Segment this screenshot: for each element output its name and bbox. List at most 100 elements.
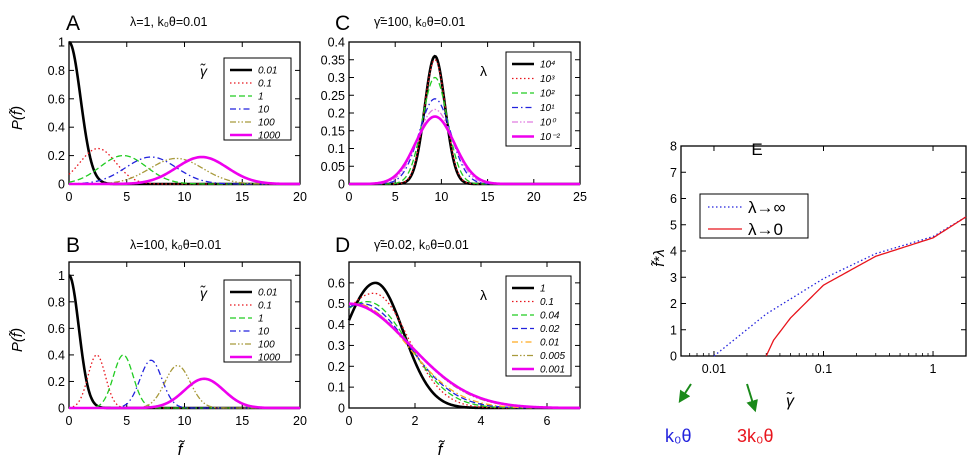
y-tick-label: 8 [670,140,677,154]
y-tick-label: 0.25 [321,89,345,103]
legend-label: 0.005 [540,351,565,362]
y-tick-label: 5 [670,218,677,232]
legend-label: λ→0 [748,220,783,239]
legend-label: 1000 [258,353,281,364]
y-tick-label: 2 [670,297,677,311]
x-tick-label: 0 [346,190,353,204]
x-tick-label: 1 [930,362,937,376]
panel-b-legend-box [223,279,292,363]
panel-c-legend-title: λ [480,63,487,79]
panel-a-legend-title: γ̃ [200,63,208,79]
panel-a-ylabel: P(f̃) [9,106,26,130]
x-tick-label: 0 [66,414,73,428]
y-tick-label: 6 [670,192,677,206]
panel-e-xlabel: γ̃ [786,390,795,410]
panel-a-legend-box [223,57,292,141]
y-tick-label: 3 [670,271,677,285]
legend-label: 0.1 [540,297,554,308]
y-tick-label: 0.6 [48,92,65,106]
legend-label: 1000 [258,131,281,142]
y-tick-label: 7 [670,166,677,180]
y-tick-label: 0.4 [48,121,65,135]
x-tick-label: 0.1 [815,362,832,376]
x-tick-label: 15 [235,190,249,204]
x-tick-label: 5 [123,414,130,428]
y-tick-label: 0.8 [48,295,65,309]
panel-c-title: γ̃=100, k₀θ=0.01 [374,15,465,29]
panel-d-legend-box [505,275,572,377]
panel-e-ylabel: f̃*λ [651,249,668,266]
legend-label: 10¹ [540,103,555,114]
panel-b-xlabel: f̃ [178,439,186,459]
series-line-2 [349,76,580,185]
y-tick-label: 0.15 [321,124,345,138]
panel-b: B λ=100, k₀θ=0.01 P(f̃) f̃ 0 5 10 15 2000.20… [9,234,307,459]
y-tick-label: 0.2 [48,375,65,389]
x-tick-label: 0 [66,190,73,204]
legend-label: 0.04 [540,311,560,322]
y-tick-label: 0.4 [48,348,65,362]
panel-e: E f̃*λ γ̃ 0.01 0.1 1 0 1 2 3 4 5 6 7 8 λ→∞ λ→0 k₀θ 3… [651,140,967,446]
y-tick-label: 0.4 [328,36,345,50]
panel-c: C γ̃=100, k₀θ=0.01 0 5 10 15 20 25 0 0.05 0.1 0.1… [321,12,587,204]
legend-label: 1 [540,284,546,295]
series-line-4 [349,108,580,185]
x-tick-label: 2 [412,414,419,428]
panel-b-legend-title: γ̃ [200,285,208,301]
legend-label: 10 [258,327,270,338]
panel-b-label: B [66,234,80,257]
series-line-5 [349,115,580,186]
series-line-2 [68,154,300,185]
panel-a-plot: 0 5 10 15 20 0 0.2 0.4 0.6 0.8 1 [48,36,307,205]
y-tick-label: 0.2 [48,149,65,163]
panel-a-title: λ=1, k₀θ=0.01 [130,15,208,29]
legend-label: 100 [258,340,275,351]
legend-label: 10³ [540,74,555,85]
y-tick-label: 0 [670,350,677,364]
panel-d-legend-title: λ [480,287,487,303]
panel-a-label: A [66,12,80,35]
panel-b-plot: 0 5 10 15 20 0 0.2 0.4 0.6 0.8 1 [48,261,307,428]
legend-label: 0.02 [540,324,560,335]
legend-label: 0.1 [258,79,272,90]
panel-a-legend: γ̃ 0.01 0.1 1 10 100 1000 [200,57,292,142]
panel-e-label: E [751,140,762,159]
x-tick-label: 10 [434,190,448,204]
x-tick-label: 0 [346,414,353,428]
annotation-arrow-3k0theta [746,383,758,413]
x-tick-label: 10 [178,414,192,428]
series-line-1 [765,216,967,357]
panel-a: A λ=1, k₀θ=0.01 P(f̃) 0 5 10 15 20 0 0.2 0.4 0.6… [9,12,307,204]
series-line-5 [69,377,300,410]
panel-b-legend: γ̃ 0.01 0.1 1 10 100 1000 [200,279,292,364]
legend-label: 0.01 [258,288,277,299]
x-tick-label: 15 [235,414,249,428]
x-tick-label: 15 [481,190,495,204]
panel-e-annotations: k₀θ 3k₀θ [665,383,774,446]
panel-b-ylabel: P(f̃) [9,328,26,352]
y-tick-label: 4 [670,245,677,259]
y-tick-label: 0 [338,402,345,416]
x-tick-label: 6 [544,414,551,428]
legend-label: 10⁻² [540,132,560,143]
y-tick-label: 0.4 [328,318,345,332]
y-tick-label: 0.5 [328,297,345,311]
y-tick-label: 0.05 [321,160,345,174]
panel-d-plot: 0 2 4 6 0 0.1 0.2 0.3 0.4 0.5 0.6 [328,261,581,428]
x-tick-label: 4 [478,414,485,428]
legend-label: 10⁰ [540,118,557,129]
panel-c-label: C [335,12,350,35]
legend-label: 0.1 [258,301,272,312]
series-line-1 [68,147,300,185]
series-line-5 [69,155,300,186]
panel-e-plot: 0.01 0.1 1 0 1 2 3 4 5 6 7 8 [670,140,967,376]
y-tick-label: 1 [58,269,65,283]
series-line-3 [68,156,300,185]
legend-label: 0.01 [258,66,277,77]
legend-label: 1 [258,92,264,103]
y-tick-label: 0.3 [328,339,345,353]
series-line-6 [348,302,581,410]
panel-c-plot: 0 5 10 15 20 25 0 0.05 0.1 0.15 0.2 0.25 0.3 0.35 0.4 [321,36,587,205]
legend-label: 10² [540,89,555,100]
y-tick-label: 0.2 [328,360,345,374]
